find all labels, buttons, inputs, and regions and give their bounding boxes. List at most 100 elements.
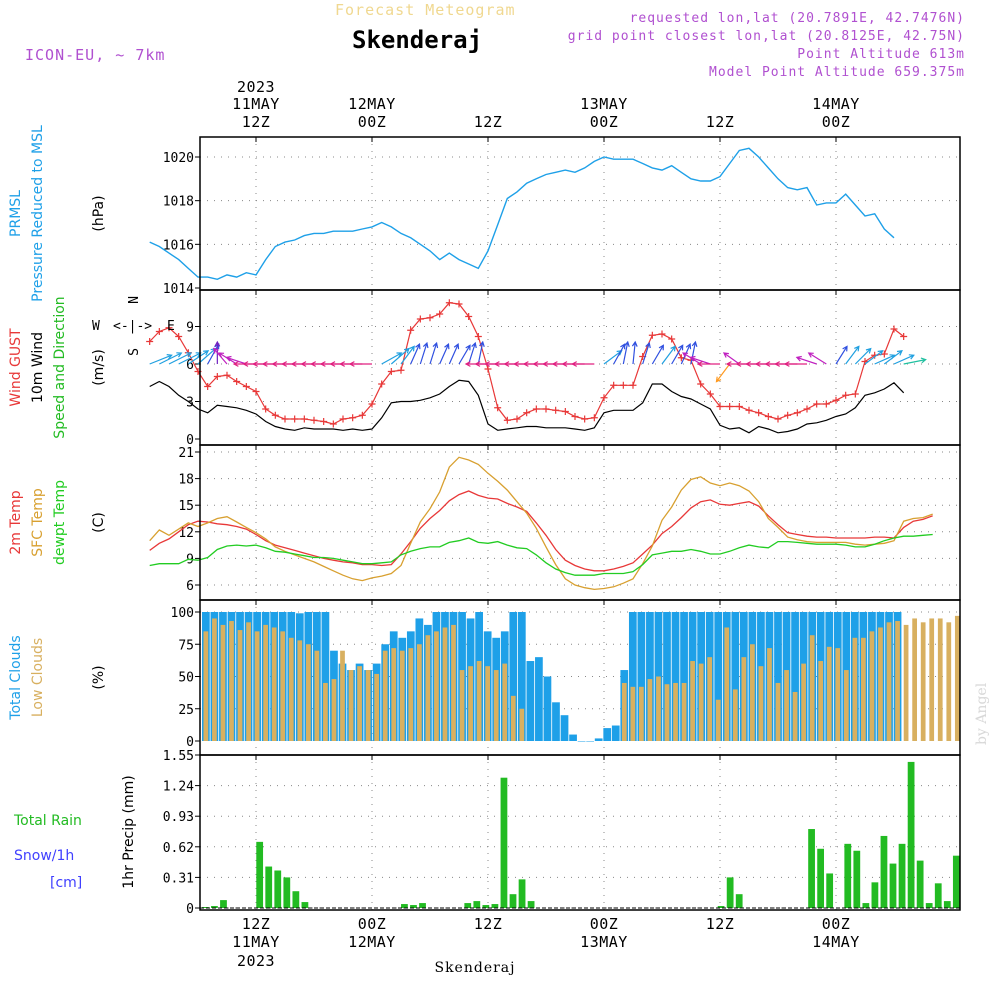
gust-marker bbox=[339, 415, 347, 423]
total-cloud-bar bbox=[714, 612, 723, 741]
low-cloud-bar bbox=[357, 666, 362, 741]
wind-direction-arrow bbox=[225, 355, 247, 365]
gust-marker bbox=[474, 333, 482, 340]
low-cloud-bar bbox=[476, 661, 482, 741]
gust-marker bbox=[832, 396, 840, 404]
gust-marker bbox=[523, 409, 531, 417]
low-cloud-bar bbox=[818, 661, 824, 741]
low-cloud-bar bbox=[630, 686, 636, 741]
low-cloud-bar bbox=[451, 624, 456, 741]
y-tick-label: 1014 bbox=[163, 282, 194, 297]
total-cloud-bar bbox=[628, 612, 637, 741]
low-cloud-bar bbox=[493, 670, 499, 741]
low-cloud-bar bbox=[886, 622, 892, 741]
forecast-meteogram-title: Forecast Meteogram bbox=[335, 1, 516, 19]
total-cloud-bar bbox=[569, 734, 577, 741]
wind-direction-arrow bbox=[159, 352, 183, 365]
gust-marker bbox=[755, 409, 763, 417]
low-cloud-bar bbox=[391, 648, 397, 741]
total-cloud-bar bbox=[671, 612, 680, 741]
gust-marker bbox=[387, 368, 395, 375]
bottom-axis-hour: 12Z bbox=[474, 915, 503, 933]
low-cloud-bar bbox=[442, 627, 448, 741]
wind-direction-arrow bbox=[835, 345, 848, 365]
wind-direction-arrow bbox=[715, 363, 731, 383]
gust-marker bbox=[155, 328, 163, 335]
gust-marker bbox=[571, 413, 579, 420]
gust-marker bbox=[465, 313, 473, 320]
low-cloud-bar bbox=[920, 622, 926, 741]
low-cloud-bar bbox=[656, 676, 661, 741]
rain-bar bbox=[952, 855, 960, 908]
low-cloud-bar bbox=[519, 708, 525, 741]
2m-temp-line bbox=[149, 490, 933, 572]
bottom-axis-date: 13MAY bbox=[580, 933, 628, 951]
panel-label: Speed and Direction bbox=[52, 296, 68, 438]
top-axis-hour: 00Z bbox=[358, 113, 387, 131]
low-cloud-bar bbox=[767, 648, 772, 741]
rain-bar bbox=[220, 900, 227, 908]
low-cloud-bar bbox=[510, 695, 516, 741]
wind-direction-arrow bbox=[390, 347, 410, 365]
gridpoint-coords: grid point closest lon,lat (20.8125E, 42… bbox=[568, 29, 965, 44]
rain-bar bbox=[853, 850, 861, 908]
low-cloud-bar bbox=[365, 670, 371, 741]
low-cloud-bar bbox=[220, 624, 226, 741]
precip-snow-label: Snow/1h bbox=[14, 848, 74, 864]
low-cloud-bar bbox=[323, 682, 328, 741]
total-cloud-bar bbox=[577, 741, 586, 742]
low-cloud-bar bbox=[775, 682, 781, 741]
low-cloud-bar bbox=[861, 637, 866, 741]
chart-panels: 1014 1016 1018 1020 PRMSL Pressure Reduced to… bbox=[8, 125, 961, 917]
low-cloud-bar bbox=[305, 644, 311, 741]
panel-frame bbox=[199, 136, 961, 291]
total-cloud-bar bbox=[543, 676, 552, 741]
bottom-axis-date: 11MAY bbox=[232, 933, 280, 951]
total-cloud-bar bbox=[560, 715, 569, 741]
top-axis-date: 11MAY bbox=[232, 95, 280, 113]
wind-direction-arrow bbox=[696, 361, 720, 367]
gust-marker bbox=[213, 373, 221, 380]
gust-marker bbox=[407, 326, 415, 334]
wind-direction-arrow bbox=[893, 354, 915, 365]
gust-marker bbox=[262, 405, 270, 413]
point-altitude: Point Altitude 613m bbox=[797, 47, 965, 62]
gust-marker bbox=[242, 383, 250, 390]
gust-marker bbox=[822, 400, 830, 408]
rain-bar bbox=[808, 829, 815, 908]
gust-marker bbox=[291, 415, 299, 423]
low-cloud-bar bbox=[715, 699, 721, 741]
rain-bar bbox=[925, 903, 933, 908]
wind-direction-arrow bbox=[348, 361, 372, 367]
y-tick-label: 1020 bbox=[163, 151, 194, 166]
wind-direction-arrow bbox=[690, 340, 698, 365]
rain-bar bbox=[889, 863, 897, 908]
rain-bar bbox=[943, 901, 951, 908]
low-cloud-bar bbox=[698, 663, 704, 741]
wind-direction-arrow bbox=[651, 344, 664, 365]
rain-bar bbox=[473, 901, 481, 908]
panel-label: Low Clouds bbox=[30, 638, 46, 717]
gust-marker bbox=[581, 415, 589, 423]
model-name: ICON-EU, ~ 7km bbox=[25, 46, 165, 64]
rain-bar bbox=[934, 883, 942, 908]
low-cloud-bar bbox=[681, 682, 687, 741]
wind-direction-arrow bbox=[864, 350, 884, 365]
rain-bar bbox=[274, 870, 282, 908]
wind-direction-arrow bbox=[642, 341, 651, 365]
total-cloud-bar bbox=[509, 612, 518, 741]
wind-direction-arrow bbox=[149, 354, 173, 365]
wind-direction-arrow bbox=[613, 343, 626, 365]
bottom-axis-date: 12MAY bbox=[348, 933, 396, 951]
top-axis-date: 14MAY bbox=[812, 95, 860, 113]
low-cloud-bar bbox=[408, 648, 414, 741]
total-cloud-bar bbox=[791, 612, 799, 741]
total-cloud-bar bbox=[594, 738, 603, 741]
total-cloud-bar bbox=[321, 612, 330, 741]
rain-bar bbox=[464, 903, 472, 908]
gust-marker bbox=[146, 338, 154, 345]
gust-marker bbox=[793, 409, 801, 417]
